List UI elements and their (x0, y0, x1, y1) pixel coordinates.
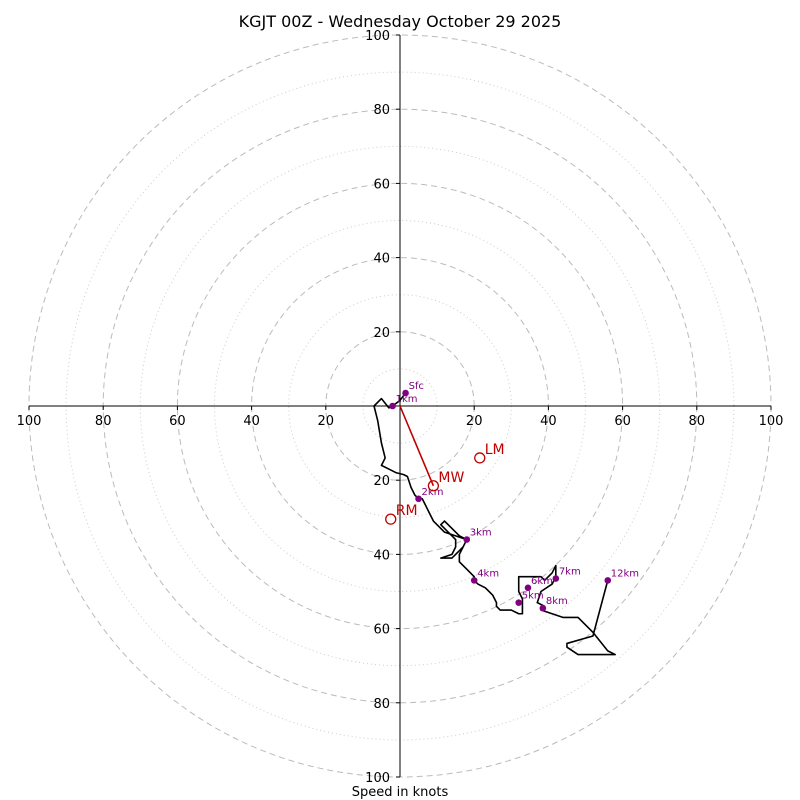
x-tick-label: 60 (614, 414, 631, 429)
height-marker-3km (463, 536, 471, 543)
y-tick-label: 60 (373, 177, 390, 192)
height-label-4km: 4km (477, 568, 499, 579)
height-label-7km: 7km (559, 567, 581, 578)
x-axis-label: Speed in knots (352, 785, 449, 800)
chart-title: KGJT 00Z - Wednesday October 29 2025 (239, 12, 562, 31)
y-tick-label: 80 (373, 697, 390, 712)
storm-label-MW: MW (438, 470, 464, 486)
x-tick-label: 40 (540, 414, 557, 429)
height-label-12km: 12km (611, 568, 639, 579)
x-tick-label: 100 (17, 414, 42, 429)
x-tick-label: 60 (169, 414, 186, 429)
height-marker-4km (470, 577, 478, 584)
height-marker-1km (389, 402, 396, 410)
storm-motion-markers: LM MW RM (385, 442, 505, 525)
y-tick-label: 60 (373, 623, 390, 638)
height-marker-Sfc (402, 389, 409, 397)
wind-trace-line (373, 392, 616, 656)
height-marker-6km (524, 584, 532, 592)
hodograph-trace (373, 392, 616, 656)
height-label-3km: 3km (470, 528, 492, 539)
x-tick-label: 20 (466, 414, 483, 429)
x-tick-label: 100 (759, 414, 784, 429)
storm-marker-RM (385, 513, 397, 525)
height-marker-2km (415, 495, 422, 503)
height-label-5km: 5km (522, 591, 544, 602)
tick-labels: 100 100 100 100 80 80 80 80 60 60 60 60 40 40 40 40 20 20… (17, 29, 784, 786)
y-tick-label: 40 (373, 548, 390, 563)
x-tick-label: 40 (243, 414, 260, 429)
y-tick-label: 40 (373, 252, 390, 267)
height-marker-5km (515, 599, 523, 606)
height-label-Sfc: Sfc (409, 381, 424, 392)
x-tick-label: 80 (689, 414, 706, 429)
y-tick-label: 100 (365, 29, 390, 44)
y-tick-label: 20 (373, 474, 390, 489)
height-label-6km: 6km (531, 576, 553, 587)
height-marker-7km (552, 575, 560, 582)
height-label-1km: 1km (396, 394, 418, 405)
storm-marker-MW (427, 480, 440, 492)
height-label-8km: 8km (546, 596, 568, 607)
y-tick-label: 20 (373, 326, 390, 341)
shear-vector (399, 405, 435, 487)
height-label-2km: 2km (422, 487, 444, 498)
storm-label-RM: RM (396, 503, 418, 519)
storm-marker-LM (474, 452, 486, 464)
y-tick-label: 100 (365, 771, 390, 786)
height-marker-12km (604, 577, 612, 584)
height-markers: Sfc 1km 2km 3km 4km 5km 6km 7km 8km 12km (389, 381, 639, 612)
y-tick-label: 80 (373, 103, 390, 118)
mean-wind-vector (399, 405, 435, 487)
x-tick-label: 80 (95, 414, 112, 429)
height-marker-8km (539, 604, 547, 612)
storm-label-LM: LM (485, 442, 505, 458)
x-tick-label: 20 (318, 414, 335, 429)
